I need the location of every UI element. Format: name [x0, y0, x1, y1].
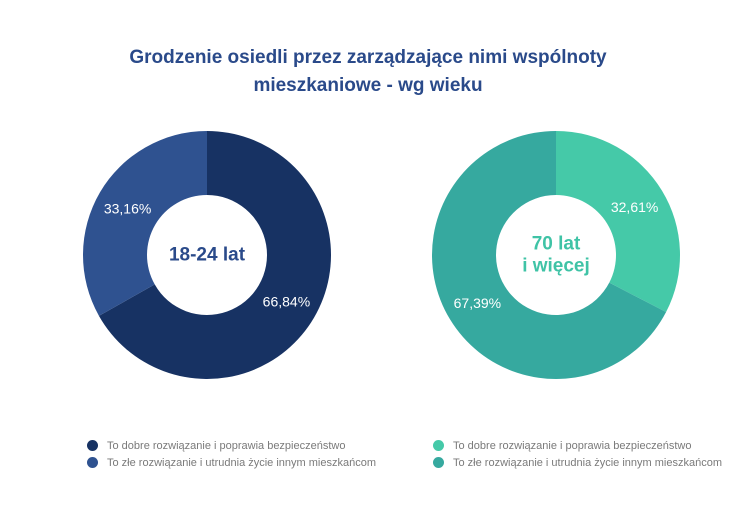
donut-slice-0	[556, 131, 680, 313]
legend-label: To dobre rozwiązanie i poprawia bezpiecz…	[107, 439, 346, 452]
legend-label: To dobre rozwiązanie i poprawia bezpiecz…	[453, 439, 692, 452]
donut-slice-1	[431, 131, 667, 379]
legend-swatch-bad	[87, 457, 98, 468]
legend-item-good: To dobre rozwiązanie i poprawia bezpiecz…	[433, 437, 722, 454]
legend-18-24: To dobre rozwiązanie i poprawia bezpiecz…	[87, 437, 376, 471]
chart-title-line-2: mieszkaniowe - wg wieku	[253, 75, 483, 96]
donut-slice-0	[98, 131, 332, 379]
legend-swatch-good	[87, 440, 98, 451]
donut-center-label: 18-24 lat	[169, 245, 246, 266]
legend-label: To złe rozwiązanie i utrudnia życie inny…	[453, 456, 722, 469]
chart-title: Grodzenie osiedli przez zarządzające nim…	[0, 44, 736, 100]
legend-70-plus: To dobre rozwiązanie i poprawia bezpiecz…	[433, 437, 722, 471]
slice-value-label: 32,61%	[611, 199, 658, 215]
donut-center-label: 70 lat	[532, 234, 581, 255]
donut-center-label: i więcej	[522, 256, 590, 277]
slice-value-label: 33,16%	[104, 201, 151, 217]
legend-item-bad: To złe rozwiązanie i utrudnia życie inny…	[433, 454, 722, 471]
legend-item-good: To dobre rozwiązanie i poprawia bezpiecz…	[87, 437, 376, 454]
donut-slice-1	[82, 131, 207, 316]
chart-title-line-1: Grodzenie osiedli przez zarządzające nim…	[129, 47, 607, 68]
slice-value-label: 66,84%	[263, 293, 310, 309]
legend-label: To złe rozwiązanie i utrudnia życie inny…	[107, 456, 376, 469]
slice-value-label: 67,39%	[454, 295, 501, 311]
legend-swatch-good	[433, 440, 444, 451]
legend-item-bad: To złe rozwiązanie i utrudnia życie inny…	[87, 454, 376, 471]
legend-swatch-bad	[433, 457, 444, 468]
